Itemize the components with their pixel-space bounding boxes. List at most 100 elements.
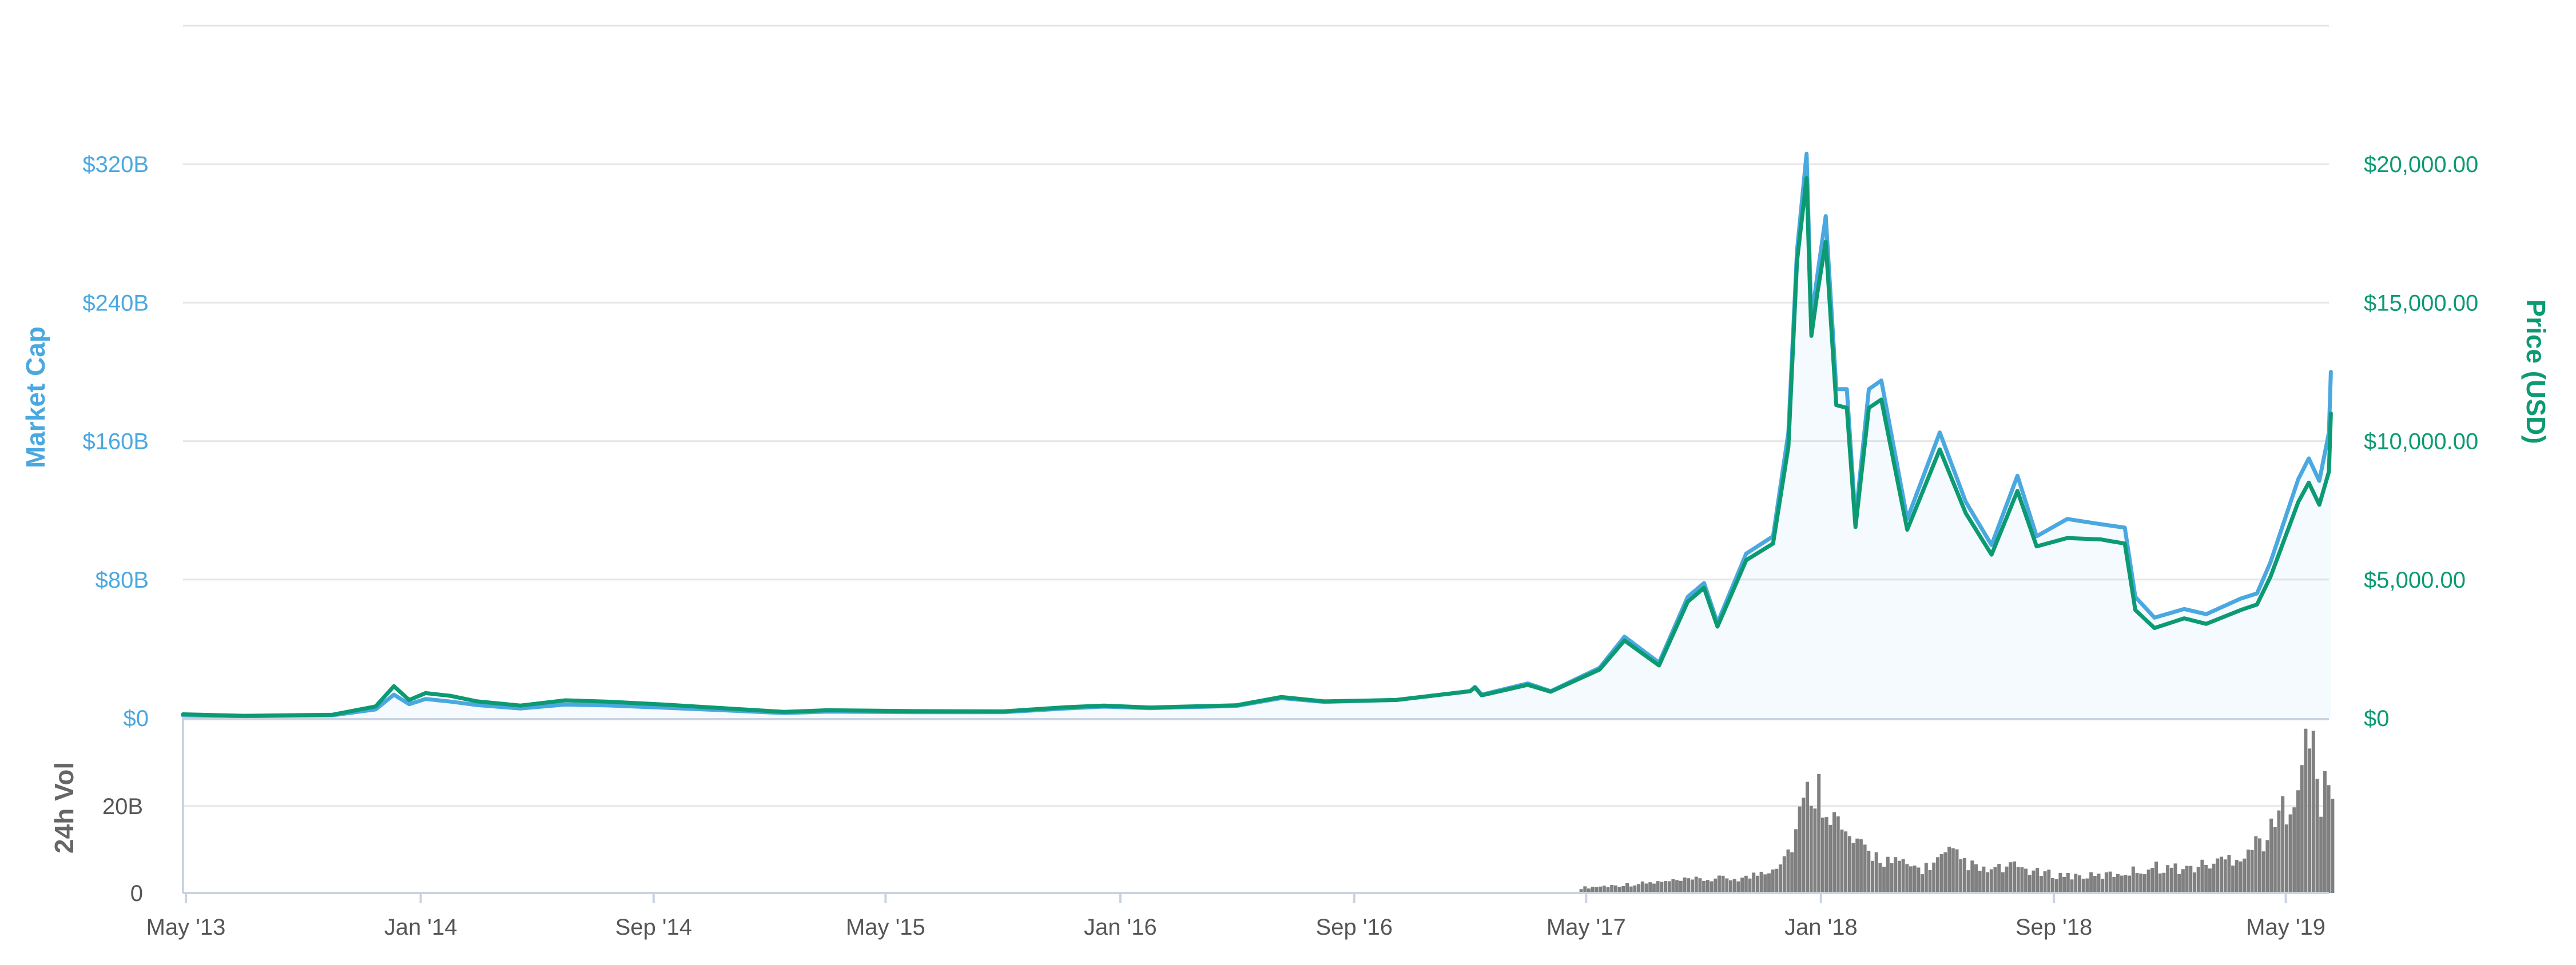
volume-bar: [1759, 871, 1763, 893]
volume-bar: [2108, 871, 2112, 893]
volume-bar: [1679, 880, 1683, 893]
volume-bar: [1859, 839, 1863, 893]
x-tick-label: Sep '18: [2016, 915, 2092, 940]
line-layer: [181, 151, 2333, 719]
volume-bar: [1775, 868, 1779, 893]
volume-bar: [2281, 796, 2285, 893]
volume-bar: [2273, 827, 2277, 893]
volume-bar: [2212, 863, 2216, 893]
volume-bar: [2258, 838, 2261, 893]
volume-bar: [2231, 866, 2235, 893]
volume-bar: [2327, 785, 2331, 893]
volume-bar: [1714, 878, 1718, 893]
volume-bar: [2239, 861, 2243, 893]
volume-bar: [1652, 883, 1656, 893]
volume-bar: [1847, 836, 1851, 893]
volume-bar: [2331, 799, 2335, 893]
volume-bar: [2005, 866, 2009, 893]
volume-bar: [1610, 885, 1614, 893]
volume-bar: [1790, 852, 1794, 893]
volume-layer: [1579, 728, 2335, 893]
volume-bar: [1932, 862, 1936, 893]
volume-bar: [1935, 857, 1939, 893]
right-tick-label: $5,000.00: [2364, 568, 2466, 593]
volume-bar: [1599, 886, 1603, 893]
volume-bar: [2009, 862, 2013, 893]
volume-bar: [2074, 874, 2078, 893]
volume-bar: [2288, 814, 2292, 893]
volume-bar: [1901, 859, 1905, 893]
volume-bar: [2131, 866, 2135, 893]
volume-bar: [1886, 856, 1890, 893]
volume-bar: [1595, 887, 1599, 893]
volume-bar: [2265, 840, 2269, 893]
volume-bar: [2319, 816, 2323, 893]
volume-bar: [2051, 878, 2054, 893]
volume-bar: [2250, 850, 2254, 893]
volume-bar: [1817, 773, 1821, 893]
left-tick-label: $240B: [82, 290, 149, 316]
volume-bar: [1744, 875, 1748, 893]
volume-bar: [1806, 781, 1809, 893]
x-tick-label: May '19: [2246, 915, 2325, 940]
volume-bar: [2304, 728, 2308, 893]
volume-bar: [2296, 790, 2300, 893]
volume-bar: [2128, 875, 2132, 893]
volume-bar: [2104, 872, 2108, 893]
volume-bar: [2124, 875, 2128, 893]
volume-bar: [2078, 875, 2081, 893]
right-axis-label: Price (USD): [2521, 299, 2551, 444]
volume-bar: [2196, 867, 2200, 893]
volume-bar: [2311, 731, 2315, 893]
volume-bar: [2101, 879, 2105, 893]
volume-bar: [2093, 876, 2097, 893]
volume-bar: [1798, 806, 1802, 893]
volume-bar: [1878, 863, 1882, 893]
volume-bar: [2227, 855, 2231, 893]
volume-bar: [2097, 874, 2101, 893]
volume-bar: [2243, 858, 2247, 893]
volume-bar: [2235, 860, 2239, 893]
volume-bar: [1802, 797, 1806, 893]
volume-bar: [1729, 880, 1732, 893]
volume-bar: [1671, 879, 1675, 893]
volume-bar: [2047, 870, 2051, 893]
volume-bar: [1748, 878, 1752, 893]
volume-bar: [2089, 872, 2093, 893]
volume-bar: [2308, 748, 2312, 893]
volume-bar: [1909, 866, 1913, 893]
volume-bar: [1691, 879, 1694, 893]
volume-bar: [2058, 872, 2062, 893]
volume-bar: [1721, 875, 1725, 893]
volume-bar: [1706, 880, 1710, 893]
volume-bar: [1648, 882, 1652, 893]
volume-bar: [1894, 857, 1898, 893]
x-tick-label: Jan '18: [1784, 915, 1858, 940]
volume-bar: [2028, 875, 2032, 893]
volume-bar: [2177, 874, 2181, 893]
volume-bar: [1794, 829, 1798, 893]
volume-bar: [1947, 847, 1951, 893]
volume-bar: [2120, 875, 2124, 893]
volume-bar: [1587, 888, 1591, 893]
volume-bar: [1974, 864, 1978, 893]
left-axis-label: Market Cap: [21, 326, 50, 468]
volume-bar: [1767, 873, 1771, 893]
volume-bar: [1644, 883, 1648, 893]
volume-bar: [1656, 881, 1660, 893]
right-tick-label: $20,000.00: [2364, 152, 2478, 177]
volume-bar: [2043, 871, 2047, 893]
volume-bar: [1993, 867, 1997, 893]
volume-bar: [2154, 862, 2158, 893]
volume-bar: [2169, 867, 2173, 893]
volume-bar: [2189, 866, 2193, 893]
axis-layer: $0 $80B $160B $240B $320B $0 $5,000.00 $10,000.…: [82, 152, 2478, 940]
volume-bar: [2150, 868, 2154, 893]
volume-bar: [2323, 771, 2327, 893]
area-layer: [183, 154, 2331, 718]
volume-bar: [1871, 861, 1874, 893]
volume-bar: [1725, 878, 1729, 893]
volume-bar: [2135, 872, 2139, 893]
volume-bar: [1966, 870, 1970, 893]
